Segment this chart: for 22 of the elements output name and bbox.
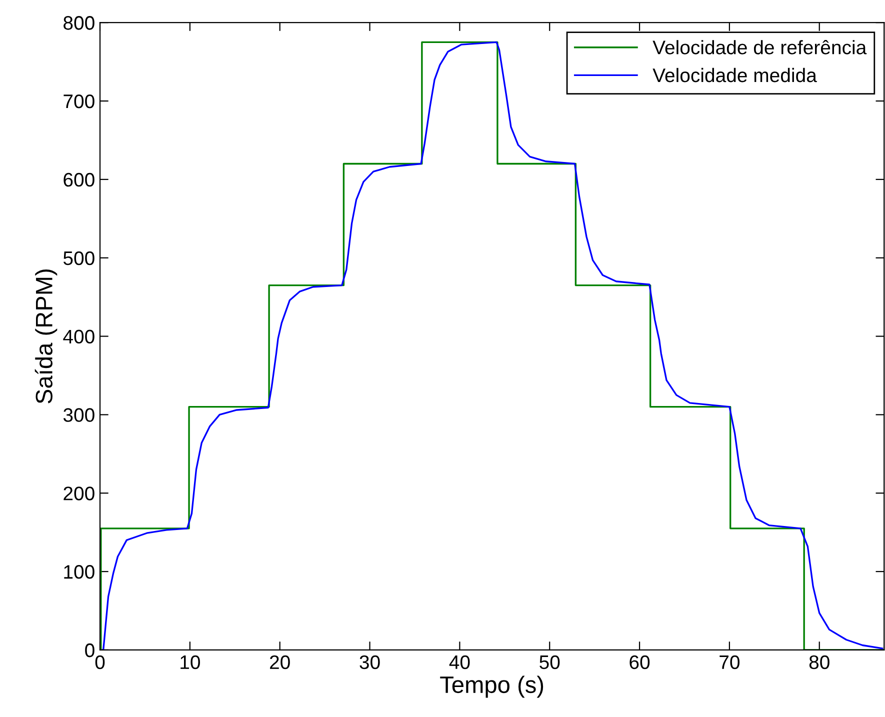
y-tick-label: 300 [63,408,94,422]
x-tick-label: 0 [95,655,105,670]
legend-label: Velocidade de referência [652,40,867,54]
y-axis-title: Saída (RPM) [34,270,58,404]
y-tick-label: 400 [63,330,94,344]
x-tick-label: 20 [270,655,290,670]
x-tick-label: 70 [720,655,740,670]
x-tick-label: 50 [540,655,560,670]
y-tick-label: 600 [64,172,94,187]
x-axis-title: Tempo (s) [440,676,544,698]
x-tick-label: 60 [630,655,650,670]
x-tick-label: 10 [180,655,200,670]
y-tick-label: 200 [64,486,94,500]
legend-label: Velocidade medida [652,68,817,82]
x-tick-label: 30 [360,655,380,670]
y-tick-label: 100 [64,565,94,579]
y-tick-label: 500 [63,251,94,266]
y-tick-label: 0 [85,643,94,658]
y-tick-label: 700 [64,94,94,108]
y-tick-label: 800 [64,16,94,30]
x-tick-label: 80 [809,655,830,670]
x-tick-label: 40 [449,655,470,670]
